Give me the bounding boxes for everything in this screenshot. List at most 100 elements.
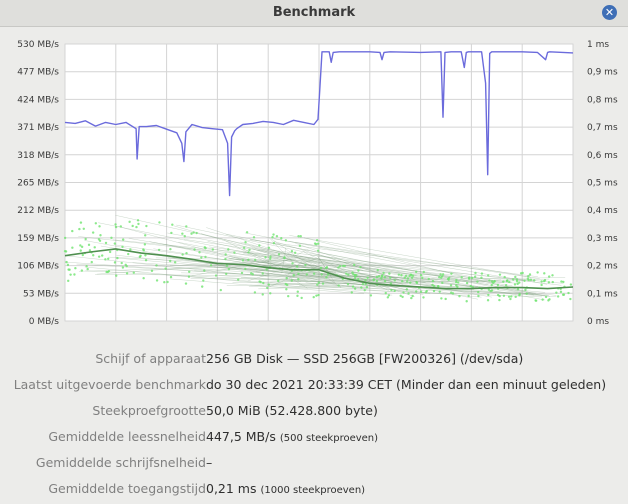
access-time-point [262, 281, 265, 285]
access-time-point [369, 294, 373, 297]
access-time-point [393, 289, 396, 292]
access-time-point [185, 252, 188, 255]
write-speed-label: Gemiddelde schrijfsnelheid [35, 455, 206, 470]
access-seek-line [289, 241, 540, 279]
access-time-point [377, 275, 381, 278]
access-time-point [125, 272, 129, 275]
access-time-point [244, 267, 247, 271]
access-time-point [247, 251, 250, 254]
access-time-point [569, 297, 572, 301]
access-time-point [543, 272, 546, 275]
access-time-point [275, 235, 279, 238]
access-seek-line [84, 266, 393, 296]
access-time-point [94, 222, 98, 225]
access-seek-line [273, 238, 548, 285]
access-seek-line [240, 241, 393, 282]
access-time-point [551, 280, 554, 284]
access-time-point [387, 294, 391, 297]
access-time-point [67, 279, 70, 283]
access-time-point [458, 294, 461, 298]
access-time-point [498, 294, 501, 298]
access-seek-line [170, 259, 297, 266]
access-time-point [242, 246, 246, 249]
access-time-point [406, 280, 409, 283]
access-time-scatter [63, 215, 573, 303]
access-time-point [456, 285, 459, 288]
access-time-point [547, 299, 550, 302]
access-time-point [451, 292, 455, 295]
access-time-point [513, 283, 517, 286]
access-time-point [240, 271, 244, 275]
access-seek-line [207, 260, 424, 295]
access-time-point [236, 278, 240, 281]
access-time-point [354, 273, 357, 277]
access-time-point [411, 274, 415, 277]
y-right-tick-label: 0 ms [587, 317, 609, 327]
access-time-point [115, 274, 118, 277]
access-seek-line [247, 259, 316, 282]
access-time-point [266, 286, 269, 290]
access-time-point [93, 246, 96, 249]
access-time-point [448, 276, 451, 280]
access-time-point [82, 227, 85, 230]
access-time-point [169, 275, 173, 279]
access-time-point [424, 291, 428, 294]
access-seek-line [117, 226, 341, 287]
access-time-point [81, 253, 84, 257]
access-time-point [518, 281, 521, 284]
y-left-tick-label: 159 MB/s [17, 234, 59, 244]
access-time-point [183, 235, 186, 238]
access-time-point [241, 259, 245, 262]
access-time-point [261, 272, 264, 275]
access-time-point [195, 231, 198, 235]
access-time-point [486, 274, 490, 277]
access-time-point [100, 254, 104, 257]
access-time-point [525, 292, 528, 295]
access-time-point [381, 274, 384, 277]
access-time-point [173, 261, 177, 264]
access-time-point [119, 225, 123, 228]
y-left-tick-label: 477 MB/s [17, 68, 59, 78]
access-time-point [128, 220, 131, 224]
access-time-point [498, 298, 501, 302]
access-time-point [200, 256, 203, 259]
access-time-point [293, 251, 297, 254]
access-time-point [90, 260, 93, 264]
access-time-point [88, 249, 92, 252]
access-time-point [155, 279, 159, 282]
access-time-point [292, 274, 295, 277]
close-icon[interactable]: ✕ [602, 5, 617, 20]
access-time-point [291, 262, 294, 265]
access-time-point [269, 255, 272, 258]
access-time-point [440, 275, 444, 278]
access-time-point [388, 272, 391, 275]
access-time-point [300, 296, 303, 300]
access-time-point [342, 264, 345, 268]
access-time-point [432, 284, 436, 288]
access-time-point [124, 263, 127, 267]
access-time-point [104, 258, 107, 261]
access-time-point [114, 223, 117, 226]
access-seek-line [289, 235, 531, 278]
y-left-tick-label: 424 MB/s [17, 95, 59, 105]
access-time-point [317, 242, 320, 245]
access-time-point [389, 282, 393, 285]
access-time-point [406, 277, 410, 280]
access-seek-line [242, 252, 387, 274]
access-time-point [427, 277, 430, 281]
window-title: Benchmark [272, 5, 356, 20]
access-seek-line [260, 248, 562, 286]
last-benchmark-label: Laatst uitgevoerde benchmark [13, 377, 206, 392]
access-time-point [401, 280, 404, 283]
access-time-point [317, 293, 320, 297]
access-time-point [506, 279, 509, 282]
access-time-point [116, 256, 119, 260]
access-time-point [299, 235, 302, 238]
access-time-point [227, 248, 230, 251]
access-seek-line [201, 233, 404, 285]
access-time-point [493, 279, 496, 283]
access-time-point [280, 237, 283, 240]
access-time-point [200, 285, 204, 288]
access-seek-line [65, 261, 549, 296]
access-time-point [312, 272, 316, 275]
